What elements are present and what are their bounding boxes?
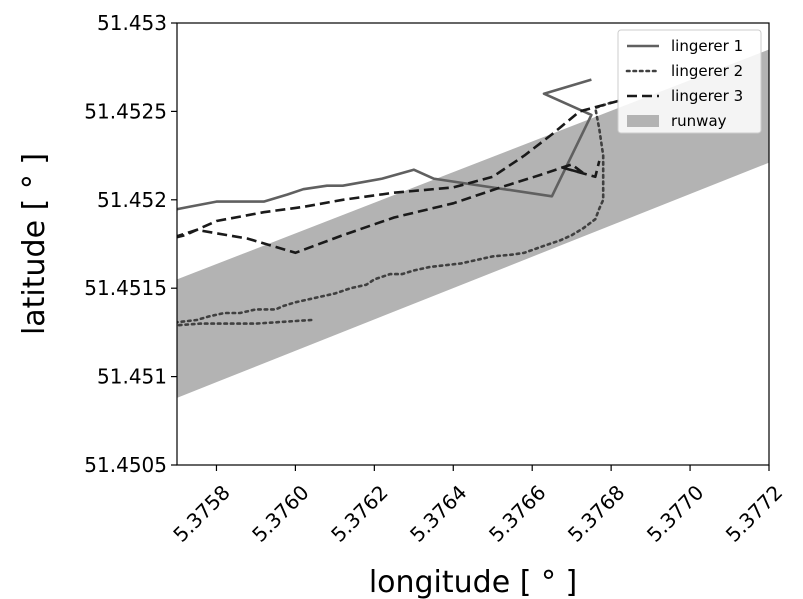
y-axis: 51.4505 51.451 51.4515 51.452 51.4525 51.453	[84, 11, 177, 477]
x-tick-label: 5.3766	[484, 480, 550, 546]
plot-frame	[176, 22, 770, 466]
legend: lingerer 1 lingerer 2 lingerer 3 runway	[617, 29, 762, 134]
x-tick-label: 5.3760	[247, 480, 313, 546]
y-tick-label: 51.4515	[84, 276, 167, 300]
x-tick-label: 5.3768	[563, 480, 629, 546]
legend-frame	[617, 29, 762, 134]
legend-swatch	[627, 115, 659, 127]
y-tick-label: 51.452	[97, 188, 167, 212]
legend-label: runway	[671, 112, 727, 130]
legend-label: lingerer 2	[671, 62, 743, 80]
y-axis-label: latitude [ ° ]	[17, 153, 52, 335]
legend-label: lingerer 3	[671, 87, 743, 105]
x-tick-label: 5.3772	[721, 480, 787, 546]
plot-area	[177, 49, 769, 398]
x-tick-label: 5.3762	[326, 480, 392, 546]
x-axis: 5.3758 5.3760 5.3762 5.3764 5.3766 5.3768 5.37…	[168, 465, 787, 547]
y-tick-label: 51.451	[97, 365, 167, 389]
legend-label: lingerer 1	[671, 37, 743, 55]
y-tick-label: 51.4525	[84, 99, 167, 123]
x-tick-label: 5.3764	[405, 480, 471, 546]
runway-band	[177, 49, 769, 398]
x-tick-label: 5.3758	[168, 480, 234, 546]
y-tick-label: 51.4505	[84, 453, 167, 477]
series-line-1	[177, 78, 593, 211]
y-tick-label: 51.453	[97, 11, 167, 35]
x-tick-label: 5.3770	[642, 480, 708, 546]
x-axis-label: longitude [ ° ]	[369, 565, 577, 599]
